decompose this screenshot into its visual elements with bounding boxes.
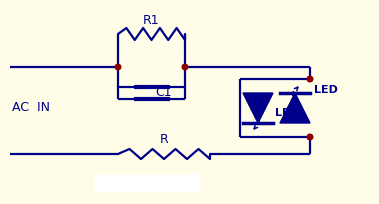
Circle shape [307,77,313,82]
Text: C1: C1 [155,86,172,99]
Circle shape [115,65,121,70]
Text: AC  IN: AC IN [12,101,50,114]
Circle shape [182,65,188,70]
Text: R: R [160,132,168,145]
Text: LED: LED [275,108,299,118]
FancyBboxPatch shape [95,174,200,192]
Circle shape [307,135,313,140]
Text: LED: LED [314,85,338,94]
Polygon shape [280,94,310,123]
Text: R1: R1 [143,14,160,27]
Polygon shape [243,94,273,123]
